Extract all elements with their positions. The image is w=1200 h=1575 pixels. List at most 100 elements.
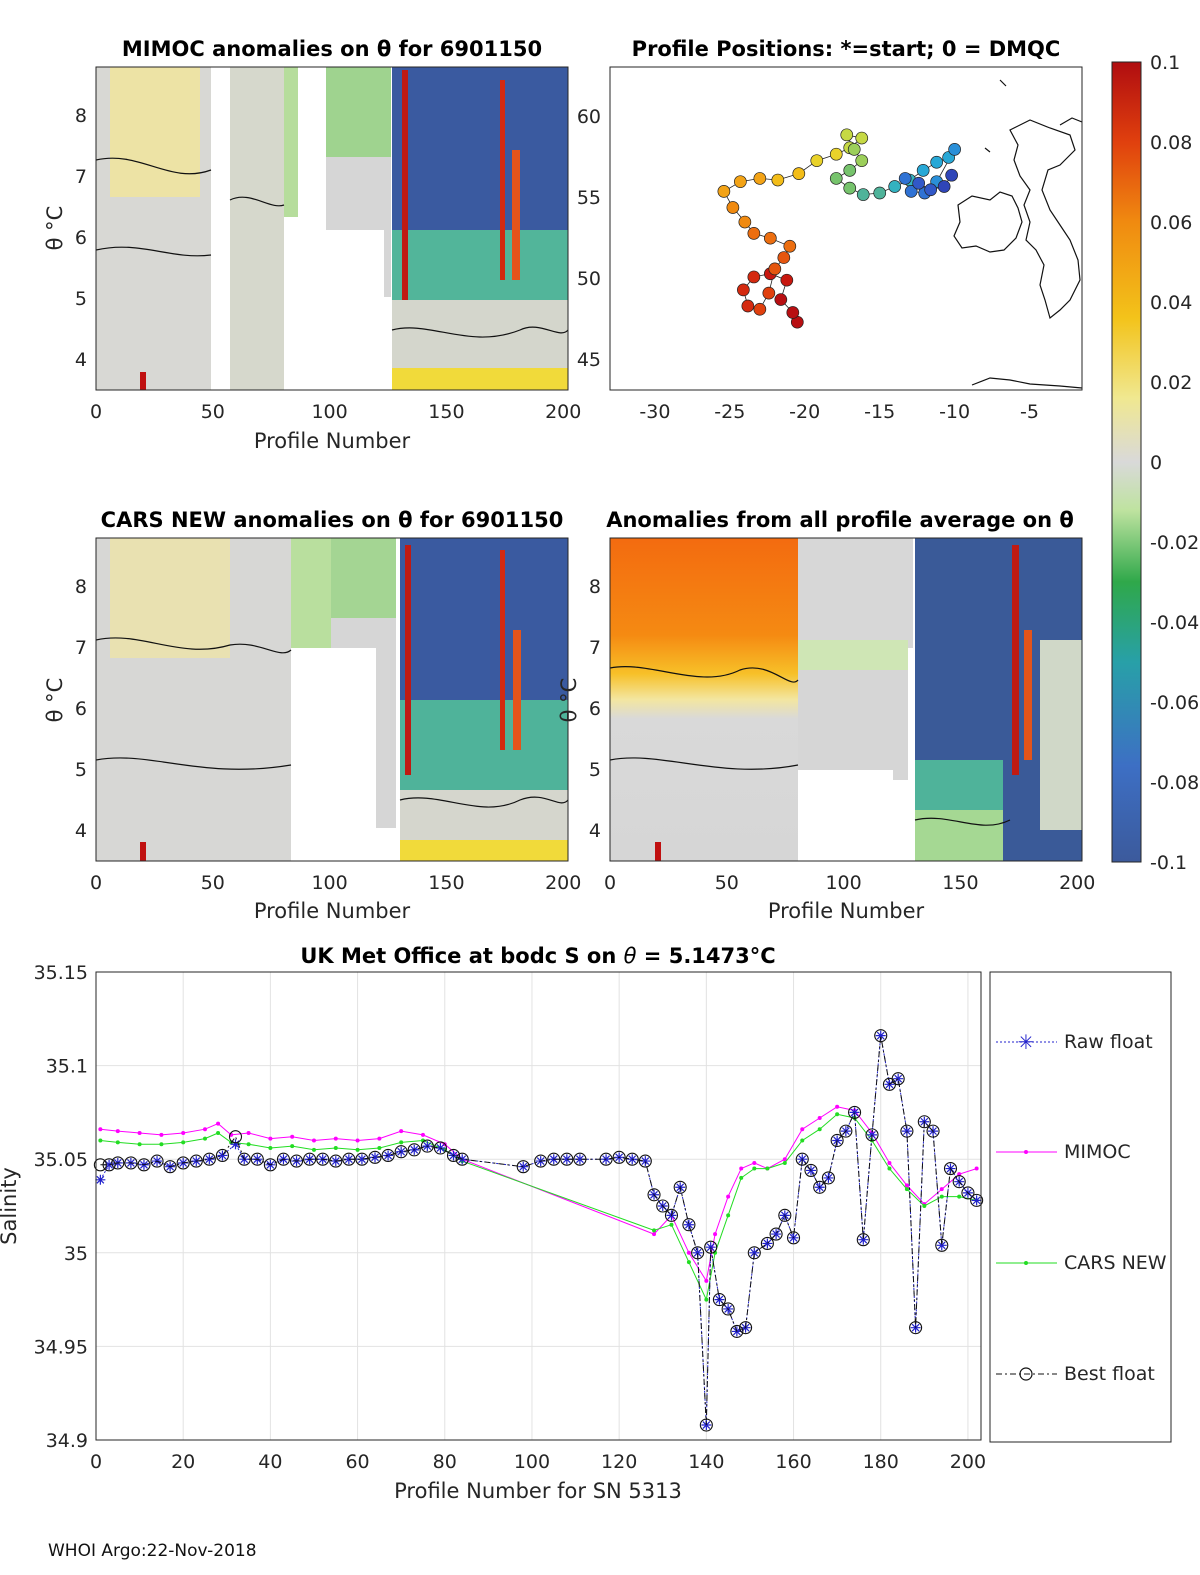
series-point-cars-new [782, 1160, 787, 1165]
profile-position-marker [873, 186, 887, 200]
colorbar-tick: -0.08 [1150, 772, 1199, 794]
cars-red-streak-3 [513, 630, 521, 750]
series-point-best-float [263, 1158, 277, 1172]
average-anomaly-panel: Anomalies from all profile average on θ … [557, 508, 1095, 923]
profile-position-marker [855, 154, 869, 168]
coastline-ireland [953, 191, 1023, 253]
mimoc-ytick: 8 [75, 105, 87, 127]
series-point-mimoc [420, 1132, 425, 1137]
salinity-axes-box [95, 971, 982, 1441]
positions-ytick: 55 [577, 187, 601, 209]
series-point-cars-new [399, 1140, 404, 1145]
trajectory-track [723, 134, 955, 323]
cars-ytick: 7 [75, 637, 87, 659]
legend-raw-float: ✳ Raw float [996, 1030, 1153, 1054]
series-point-best-float [638, 1154, 652, 1168]
cars-field-bottom-yellow [400, 840, 568, 861]
series-point-best-float [730, 1324, 744, 1338]
series-point-mimoc [752, 1160, 757, 1165]
series-point-cars-new [686, 1260, 691, 1265]
series-point-mimoc [887, 1160, 892, 1165]
mimoc-gap-3 [326, 230, 384, 390]
cars-field-bottom-grey [400, 790, 568, 845]
series-point-cars-new [939, 1194, 944, 1199]
cars-panel-title: CARS NEW anomalies on θ for 6901150 [101, 508, 564, 532]
legend-best-label: Best float [1064, 1363, 1155, 1385]
coastline-islands [984, 79, 1082, 153]
profile-position-marker [747, 226, 761, 240]
positions-ytick: 60 [577, 106, 601, 128]
series-point-mimoc [246, 1130, 251, 1135]
profile-position-marker [762, 286, 776, 300]
salinity-axes-background [96, 972, 981, 1440]
profile-position-marker [768, 262, 782, 276]
series-point-best-float [647, 1188, 661, 1202]
mimoc-ylabel: θ °C [43, 206, 67, 251]
profile-position-marker [734, 175, 747, 189]
series-point-cars-new [669, 1222, 674, 1227]
legend-mimoc-label: MIMOC [1064, 1141, 1131, 1163]
series-point-best-float [935, 1238, 949, 1252]
series-point-best-float [599, 1152, 613, 1166]
mimoc-red-streak-3 [512, 150, 520, 280]
series-point-best-float [970, 1193, 984, 1207]
salinity-xtick: 100 [514, 1451, 550, 1473]
salinity-xtick: 180 [863, 1451, 899, 1473]
salinity-xtick: 20 [171, 1451, 195, 1473]
series-point-best-float [856, 1233, 870, 1247]
coastline-france [971, 377, 1082, 389]
series-point-best-float [821, 1171, 835, 1185]
series-point-mimoc [939, 1187, 944, 1192]
positions-ytick: 50 [577, 268, 601, 290]
legend-mimoc-marker [1024, 1150, 1028, 1154]
series-point-mimoc [904, 1183, 909, 1188]
series-point-best-float [909, 1321, 923, 1335]
series-point-best-float [124, 1156, 138, 1170]
series-point-mimoc [181, 1130, 186, 1135]
series-point-best-float [917, 1115, 931, 1129]
series-point-best-float [865, 1128, 879, 1142]
mimoc-xtick: 100 [311, 401, 347, 423]
series-point-raw-float [574, 1154, 585, 1165]
series-point-raw-float [383, 1150, 394, 1161]
series-point-raw-float [971, 1195, 982, 1206]
series-point-mimoc [377, 1136, 382, 1141]
series-point-cars-new [181, 1140, 186, 1145]
mimoc-x-ticks: 0 50 100 150 200 [90, 401, 581, 423]
profile-position-marker [898, 172, 912, 185]
mimoc-xlabel: Profile Number [254, 429, 411, 453]
series-point-cars-new [752, 1166, 757, 1171]
mimoc-ytick: 5 [75, 288, 87, 310]
series-point-best-float [276, 1152, 291, 1166]
series-point-best-float [813, 1180, 827, 1194]
average-field-green-bottom [915, 810, 1005, 861]
positions-xtick: -10 [939, 401, 970, 423]
series-point-cars-new [377, 1145, 382, 1150]
positions-xtick: -15 [864, 401, 895, 423]
colorbar-gradient [1111, 61, 1142, 863]
colorbar-ticks: 0.1 0.08 0.06 0.04 0.02 0 -0.02 -0.04 -0… [1150, 52, 1199, 874]
average-panel-title: Anomalies from all profile average on θ [606, 508, 1074, 532]
series-point-mimoc [399, 1129, 404, 1134]
series-point-raw-float [901, 1126, 912, 1137]
series-point-raw-float [518, 1161, 529, 1172]
salinity-ytick: 35.15 [34, 962, 88, 984]
mimoc-axes-box [95, 66, 569, 391]
profile-position-marker [786, 306, 800, 319]
average-ytick: 8 [589, 576, 601, 598]
series-point-best-float [446, 1148, 461, 1163]
series-point-best-float [547, 1152, 561, 1166]
salinity-xtick: 60 [345, 1451, 369, 1473]
series-point-best-float [704, 1240, 718, 1254]
mimoc-field-mid [230, 67, 284, 390]
average-ytick: 7 [589, 637, 601, 659]
series-point-best-float [111, 1156, 125, 1170]
series-point-mimoc [137, 1130, 142, 1135]
average-xtick: 100 [825, 872, 861, 894]
salinity-ytick: 35 [64, 1243, 88, 1265]
profile-position-marker [916, 164, 930, 177]
positions-panel-title: Profile Positions: *=start; 0 = DMQC [632, 37, 1061, 61]
average-gap [798, 770, 893, 861]
series-point-best-float [612, 1150, 626, 1164]
cars-red-streak-1 [405, 545, 411, 775]
